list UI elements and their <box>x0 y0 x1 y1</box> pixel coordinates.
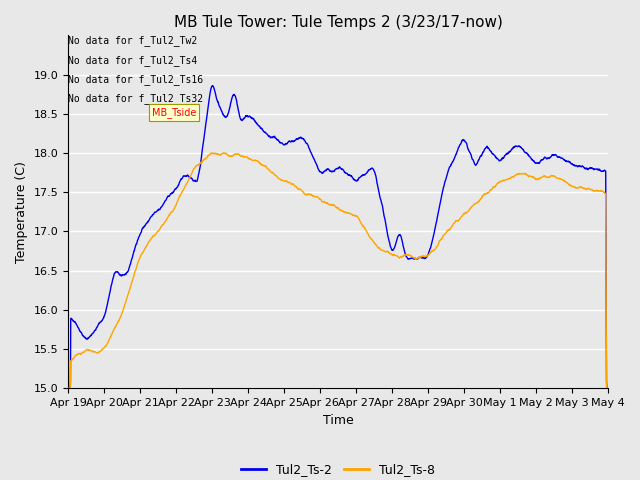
Text: No data for f_Tul2_Ts32: No data for f_Tul2_Ts32 <box>68 94 203 105</box>
X-axis label: Time: Time <box>323 414 353 427</box>
Text: No data for f_Tul2_Ts16: No data for f_Tul2_Ts16 <box>68 74 203 85</box>
Text: No data for f_Tul2_Ts4: No data for f_Tul2_Ts4 <box>68 55 197 66</box>
Y-axis label: Temperature (C): Temperature (C) <box>15 161 28 263</box>
Title: MB Tule Tower: Tule Temps 2 (3/23/17-now): MB Tule Tower: Tule Temps 2 (3/23/17-now… <box>173 15 502 30</box>
Legend: Tul2_Ts-2, Tul2_Ts-8: Tul2_Ts-2, Tul2_Ts-8 <box>236 458 440 480</box>
Text: No data for f_Tul2_Tw2: No data for f_Tul2_Tw2 <box>68 36 197 46</box>
Text: MB_Tside: MB_Tside <box>152 107 196 118</box>
